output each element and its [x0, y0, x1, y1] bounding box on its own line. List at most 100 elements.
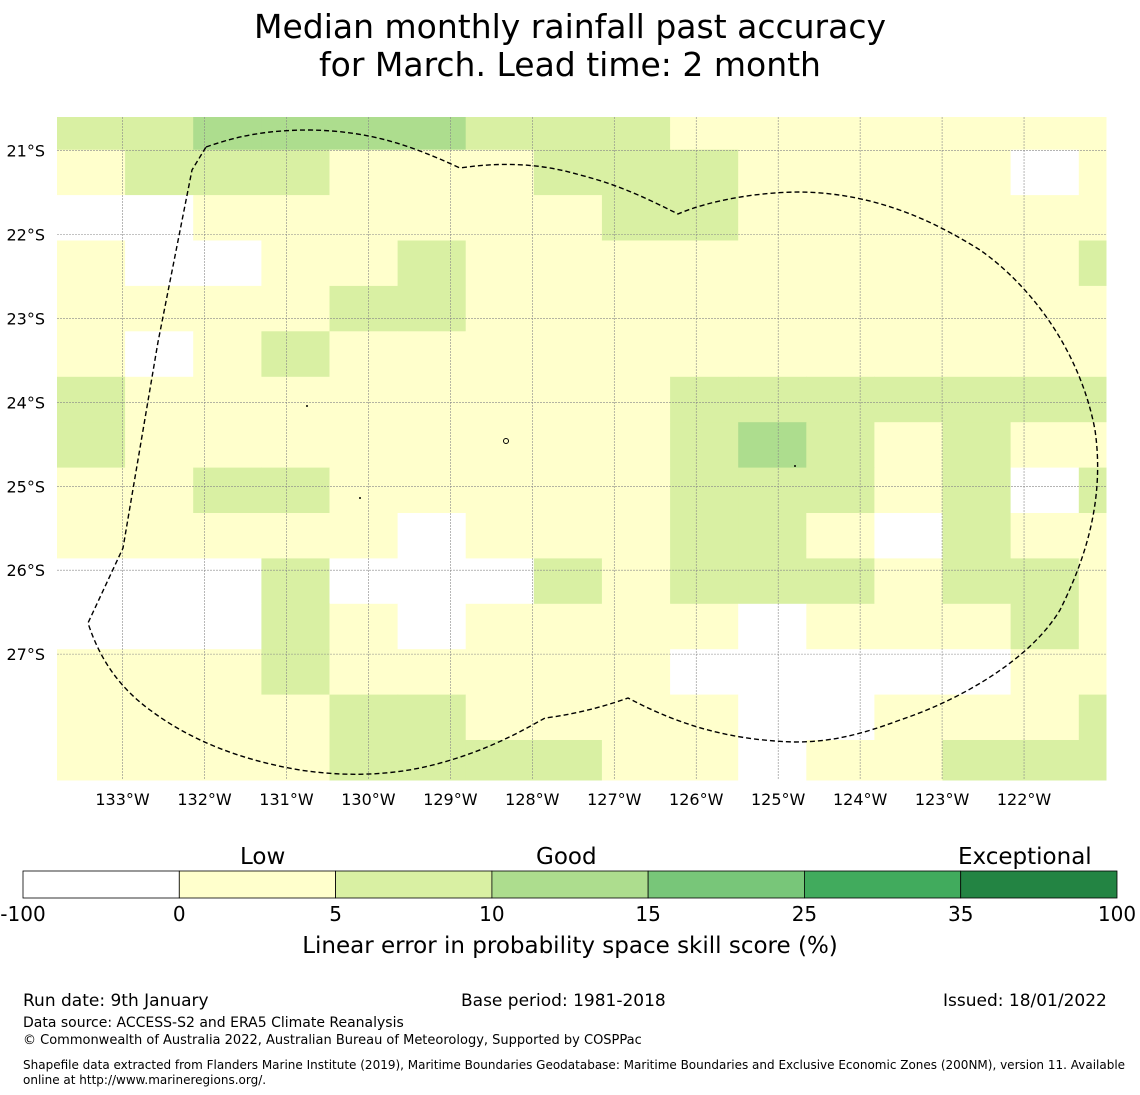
grid-cell [738, 285, 807, 332]
grid-cell [329, 422, 399, 469]
grid-cell [465, 331, 535, 378]
colorbar-segment [178, 870, 337, 899]
longitude-label: 123°W [915, 790, 970, 809]
longitude-label: 122°W [997, 790, 1052, 809]
grid-cell [57, 285, 126, 332]
grid-cell [601, 149, 671, 196]
grid-cell [670, 376, 739, 423]
grid-cell [1078, 422, 1107, 469]
base-period: Base period: 1981-2018 [461, 991, 666, 1011]
grid-cell [806, 240, 875, 287]
grid-cell [57, 331, 126, 378]
grid-cell [670, 331, 739, 378]
grid-cell [1078, 331, 1107, 378]
grid-cell [1010, 376, 1080, 423]
latitude-label: 23°S [6, 309, 45, 328]
grid-cell [465, 240, 535, 287]
grid-cell [1078, 195, 1107, 241]
colorbar-tick-label: 15 [635, 902, 661, 926]
grid-cell [1010, 649, 1080, 696]
grid-cell [329, 694, 399, 741]
grid-cell [806, 285, 875, 332]
grid-cell [261, 240, 330, 287]
grid-cell [1078, 376, 1107, 423]
grid-cell [125, 422, 194, 469]
grid-cell [329, 740, 399, 781]
grid-cell [261, 558, 330, 605]
grid-cell [329, 195, 399, 241]
longitude-label: 129°W [423, 790, 478, 809]
grid-cell [397, 149, 467, 196]
grid-cell [670, 285, 739, 332]
grid-cell [261, 467, 330, 514]
latitude-label: 21°S [6, 142, 45, 161]
grid-cell [193, 467, 262, 514]
grid-cell [125, 558, 194, 605]
grid-cell [738, 331, 807, 378]
grid-cell [874, 558, 943, 605]
grid-cell [806, 694, 875, 741]
latitude-label: 22°S [6, 225, 45, 244]
grid-cell [942, 649, 1012, 696]
grid-cell [670, 694, 739, 741]
grid-cell [1010, 240, 1080, 287]
grid-cell [261, 694, 330, 741]
grid-cell [601, 422, 671, 469]
grid-cell [533, 422, 603, 469]
longitude-label: 128°W [505, 790, 560, 809]
grid-cell [942, 149, 1012, 196]
longitude-label: 127°W [587, 790, 642, 809]
grid-cell [874, 694, 943, 741]
longitude-labels: 133°W 132°W 131°W 130°W 129°W 128°W 127°W 126°W… [95, 790, 1051, 809]
grid-cell [57, 117, 126, 151]
grid-cell [261, 331, 330, 378]
grid-cell [261, 649, 330, 696]
grid-cell [465, 603, 535, 650]
grid-cell [806, 376, 875, 423]
grid-cell [874, 195, 943, 241]
grid-cell [329, 467, 399, 514]
grid-cell [397, 195, 467, 241]
grid-cell [329, 331, 399, 378]
grid-cell [738, 240, 807, 287]
grid-cell [670, 149, 739, 196]
grid-cell [533, 513, 603, 559]
grid-cell [397, 694, 467, 741]
grid-cell [942, 467, 1012, 514]
grid-cell [261, 195, 330, 241]
grid-cell [125, 467, 194, 514]
grid-cell [329, 149, 399, 196]
grid-cell [125, 149, 194, 196]
grid-cell [397, 740, 467, 781]
grid-cell [329, 558, 399, 605]
grid-cell [670, 117, 739, 151]
grid-cell [57, 649, 126, 696]
grid-cell [670, 513, 739, 559]
colorbar-segment [491, 870, 649, 899]
map-title-line-1: Median monthly rainfall past accuracy [253, 7, 887, 46]
grid-cell [125, 603, 194, 650]
grid-cell [1078, 740, 1107, 781]
grid-cell [806, 422, 875, 469]
grid-cell [1010, 603, 1080, 650]
grid-cell [57, 195, 126, 241]
colorbar-label-low: Low [240, 844, 286, 870]
grid-cell [465, 467, 535, 514]
grid-cell [261, 603, 330, 650]
grid-cell [397, 240, 467, 287]
grid-cell [806, 740, 875, 781]
grid-cell [738, 649, 807, 696]
grid-cell [874, 240, 943, 287]
grid-cell [193, 649, 262, 696]
grid-cell [465, 285, 535, 332]
grid-cell [942, 740, 1012, 781]
grid-cell [533, 558, 603, 605]
colorbar-tick-label: 5 [329, 902, 342, 926]
grid-cell [1078, 603, 1107, 650]
grid-cell [1078, 240, 1107, 287]
grid-cell [1010, 422, 1080, 469]
grid-cell [465, 149, 535, 196]
grid-cell [942, 376, 1012, 423]
grid-cell [942, 513, 1012, 559]
grid-cell [806, 603, 875, 650]
